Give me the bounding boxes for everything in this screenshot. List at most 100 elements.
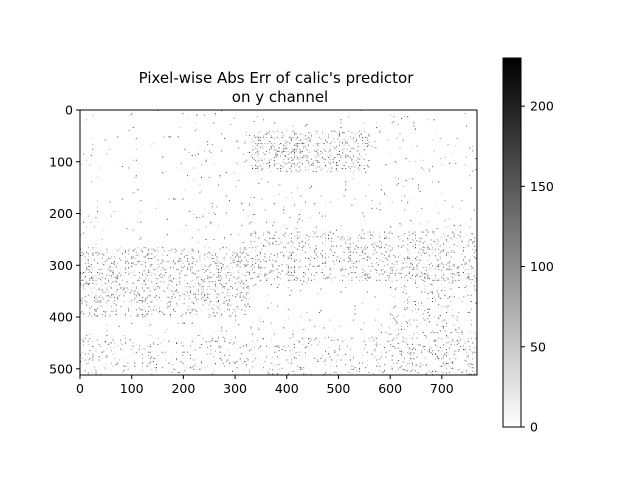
- error-pixel: [435, 370, 437, 372]
- error-pixel: [362, 229, 364, 231]
- error-pixel: [419, 369, 421, 371]
- error-pixel: [365, 248, 367, 250]
- error-pixel: [467, 276, 469, 278]
- error-pixel: [340, 127, 342, 129]
- error-pixel: [464, 262, 466, 264]
- error-pixel: [416, 356, 418, 358]
- error-pixel: [286, 242, 288, 244]
- error-pixel: [112, 281, 114, 283]
- error-pixel: [384, 364, 385, 366]
- error-pixel: [278, 345, 280, 347]
- error-pixel: [345, 181, 347, 183]
- error-pixel: [179, 361, 181, 362]
- error-pixel: [264, 267, 266, 269]
- error-pixel: [433, 119, 435, 121]
- error-pixel: [101, 273, 103, 274]
- error-pixel: [351, 279, 353, 281]
- error-pixel: [112, 272, 114, 273]
- error-pixel: [182, 113, 184, 115]
- error-pixel: [128, 273, 130, 275]
- error-pixel: [352, 242, 354, 244]
- error-pixel: [455, 279, 457, 281]
- error-pixel: [362, 138, 364, 140]
- error-pixel: [413, 347, 415, 349]
- error-pixel: [442, 279, 444, 281]
- error-pixel: [413, 125, 415, 127]
- error-pixel: [213, 274, 215, 276]
- error-pixel: [363, 275, 365, 277]
- error-pixel: [461, 371, 463, 373]
- error-pixel: [222, 265, 224, 267]
- error-pixel: [169, 279, 171, 281]
- error-pixel: [249, 272, 250, 273]
- error-pixel: [278, 257, 280, 259]
- error-pixel: [318, 155, 320, 157]
- error-pixel: [196, 289, 198, 291]
- error-pixel: [304, 138, 306, 140]
- error-pixel: [304, 347, 306, 349]
- error-pixel: [225, 300, 227, 301]
- error-pixel: [472, 370, 474, 372]
- error-pixel: [408, 363, 410, 365]
- error-pixel: [362, 279, 364, 281]
- error-pixel: [325, 234, 326, 236]
- error-pixel: [415, 276, 416, 278]
- error-pixel: [428, 248, 430, 250]
- error-pixel: [191, 367, 193, 369]
- error-pixel: [301, 249, 303, 251]
- error-pixel: [242, 209, 244, 211]
- error-pixel: [433, 231, 435, 233]
- error-pixel: [435, 344, 437, 346]
- error-pixel: [86, 259, 88, 261]
- error-pixel: [267, 278, 269, 280]
- error-pixel: [104, 310, 106, 312]
- error-pixel: [196, 313, 198, 315]
- error-pixel: [151, 356, 153, 358]
- error-pixel: [182, 303, 184, 305]
- error-pixel: [374, 268, 376, 270]
- error-pixel: [90, 264, 92, 266]
- error-pixel: [283, 149, 285, 151]
- error-pixel: [196, 270, 198, 272]
- error-pixel: [441, 262, 443, 264]
- error-pixel: [214, 290, 216, 292]
- error-pixel: [323, 278, 325, 280]
- error-pixel: [106, 348, 108, 350]
- error-pixel: [278, 364, 280, 366]
- error-pixel: [304, 237, 306, 239]
- error-pixel: [148, 279, 150, 281]
- error-pixel: [287, 242, 289, 244]
- error-pixel: [411, 343, 413, 345]
- error-pixel: [230, 257, 232, 259]
- error-pixel: [266, 345, 268, 347]
- error-pixel: [407, 201, 409, 203]
- error-pixel: [407, 370, 409, 372]
- error-pixel: [81, 279, 83, 281]
- error-pixel: [193, 286, 195, 287]
- error-pixel: [318, 161, 320, 163]
- error-pixel: [359, 367, 361, 369]
- error-pixel: [95, 283, 97, 285]
- error-pixel: [81, 303, 83, 305]
- error-pixel: [312, 163, 314, 165]
- error-pixel: [210, 256, 212, 258]
- error-pixel: [286, 250, 288, 252]
- error-pixel: [190, 268, 192, 270]
- error-pixel: [267, 162, 269, 164]
- error-pixel: [308, 152, 309, 154]
- error-pixel: [328, 276, 330, 278]
- error-pixel: [408, 301, 410, 302]
- error-pixel: [371, 145, 373, 147]
- error-pixel: [250, 155, 252, 157]
- error-pixel: [125, 268, 126, 270]
- error-pixel: [352, 178, 354, 180]
- error-pixel: [173, 264, 174, 266]
- error-pixel: [411, 310, 413, 312]
- error-pixel: [438, 304, 440, 306]
- error-pixel: [278, 368, 280, 370]
- error-pixel: [182, 250, 184, 252]
- error-pixel: [467, 240, 469, 242]
- error-pixel: [135, 137, 137, 139]
- error-pixel: [340, 119, 342, 121]
- error-pixel: [135, 254, 137, 256]
